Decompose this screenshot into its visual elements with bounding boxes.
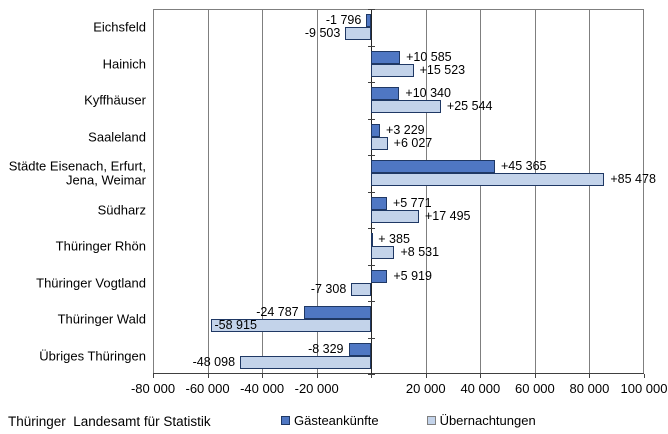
axis-tick-label: -60 000: [185, 381, 230, 396]
value-label: +5 771: [392, 196, 432, 210]
axis-tick-label: -20 000: [294, 381, 339, 396]
value-label: +85 478: [610, 172, 656, 186]
gridline: [262, 9, 264, 374]
legend-label-uebernachtungen: Übernachtungen: [439, 413, 536, 428]
value-label: +6 027: [393, 136, 433, 150]
value-label: +10 340: [405, 86, 451, 100]
category-label: Thüringer Wald: [57, 311, 146, 327]
bar-gaesteankuenfte: [371, 51, 401, 64]
x-axis-line: [153, 373, 644, 374]
axis-tick: [371, 374, 373, 378]
bar-uebernachtungen: [371, 137, 388, 150]
category-label: Thüringer Rhön: [55, 238, 146, 254]
category-axis-tick: [368, 119, 375, 120]
category-axis-tick: [368, 9, 375, 10]
axis-tick-label: -40 000: [240, 381, 285, 396]
axis-tick: [316, 374, 318, 378]
source-text: Thüringer Landesamt für Statistik: [8, 414, 211, 429]
axis-tick-label: -80 000: [130, 381, 176, 396]
category-axis-tick: [368, 374, 375, 375]
value-label: +17 495: [424, 209, 471, 223]
category-axis-tick: [368, 192, 375, 193]
bar-gaesteankuenfte: [371, 197, 387, 210]
value-label: +8 531: [400, 245, 440, 259]
bar-uebernachtungen: [371, 64, 414, 77]
bar-uebernachtungen: [240, 356, 372, 369]
bar-gaesteankuenfte: [371, 124, 381, 137]
axis-tick: [534, 374, 536, 378]
category-axis-tick: [368, 301, 375, 302]
value-label: -8 329: [308, 342, 344, 356]
category-axis-tick: [368, 82, 375, 83]
value-label: +45 365: [500, 159, 547, 173]
category-axis-tick: [368, 155, 375, 156]
bar-gaesteankuenfte: [371, 160, 495, 173]
axis-tick: [480, 374, 482, 378]
category-label: Kyffhäuser: [84, 92, 146, 108]
bar-uebernachtungen: [371, 173, 605, 186]
bar-gaesteankuenfte: [366, 14, 372, 27]
bar-uebernachtungen: [210, 319, 372, 332]
gridline: [425, 9, 427, 374]
bar-uebernachtungen: [351, 283, 372, 296]
gridline: [534, 9, 536, 374]
bar-gaesteankuenfte: [371, 87, 400, 100]
bar-uebernachtungen: [371, 246, 395, 259]
value-label: -7 308: [310, 282, 347, 296]
category-axis-tick: [368, 228, 375, 229]
value-label: -1 796: [325, 13, 362, 27]
axis-tick-label: 100 000: [620, 381, 668, 396]
legend-swatch-gaesteankuenfte: [281, 416, 290, 425]
gridline: [316, 9, 318, 374]
axis-tick: [644, 374, 645, 378]
category-axis-tick: [368, 265, 375, 266]
value-label: +25 544: [446, 99, 493, 113]
category-label: Südharz: [97, 202, 146, 217]
bar-gaesteankuenfte: [371, 233, 374, 246]
category-axis-tick: [368, 46, 375, 47]
category-label: Übriges Thüringen: [39, 348, 146, 363]
category-label: Hainich: [102, 56, 146, 71]
gridline: [589, 9, 591, 374]
category-label: Saaleland: [88, 129, 146, 144]
axis-tick-label: 80 000: [569, 381, 610, 396]
bar-gaesteankuenfte: [303, 306, 372, 319]
legend-item-gaesteankuenfte: Gästeankünfte: [281, 413, 379, 428]
bar-uebernachtungen: [371, 100, 441, 113]
value-label: + 385: [378, 232, 410, 246]
axis-tick-label: 60 000: [514, 381, 555, 396]
legend: Gästeankünfte Übernachtungen: [281, 413, 536, 428]
value-label: -24 787: [256, 305, 299, 319]
axis-tick: [589, 374, 591, 378]
value-label: +5 919: [393, 269, 432, 283]
category-label: Thüringer Vogtland: [36, 275, 146, 290]
legend-item-uebernachtungen: Übernachtungen: [426, 413, 536, 428]
category-label: Eichsfeld: [93, 19, 146, 35]
axis-tick-label: 20 000: [405, 381, 446, 396]
category-axis-tick: [368, 338, 375, 339]
bar-uebernachtungen: [345, 27, 372, 40]
value-label: +15 523: [419, 63, 466, 77]
value-label: -48 098: [192, 355, 236, 369]
value-label: -9 503: [304, 26, 341, 40]
axis-tick: [425, 374, 427, 378]
bar-gaesteankuenfte: [371, 270, 388, 283]
value-label: +3 229: [386, 123, 425, 137]
category-label: Städte Eisenach, Erfurt, Jena, Weimar: [8, 158, 146, 188]
axis-tick-label: 40 000: [460, 381, 501, 396]
axis-tick: [207, 374, 209, 378]
axis-tick: [153, 374, 154, 378]
value-label: -58 915: [214, 318, 257, 332]
bar-gaesteankuenfte: [348, 343, 372, 356]
legend-swatch-uebernachtungen: [426, 416, 436, 425]
gridline: [480, 9, 482, 374]
gridline: [207, 9, 209, 374]
legend-label-gaesteankuenfte: Gästeankünfte: [294, 413, 379, 428]
value-label: +10 585: [406, 50, 452, 64]
axis-tick: [262, 374, 264, 378]
zero-axis-line: [371, 9, 372, 374]
bar-uebernachtungen: [371, 210, 419, 223]
